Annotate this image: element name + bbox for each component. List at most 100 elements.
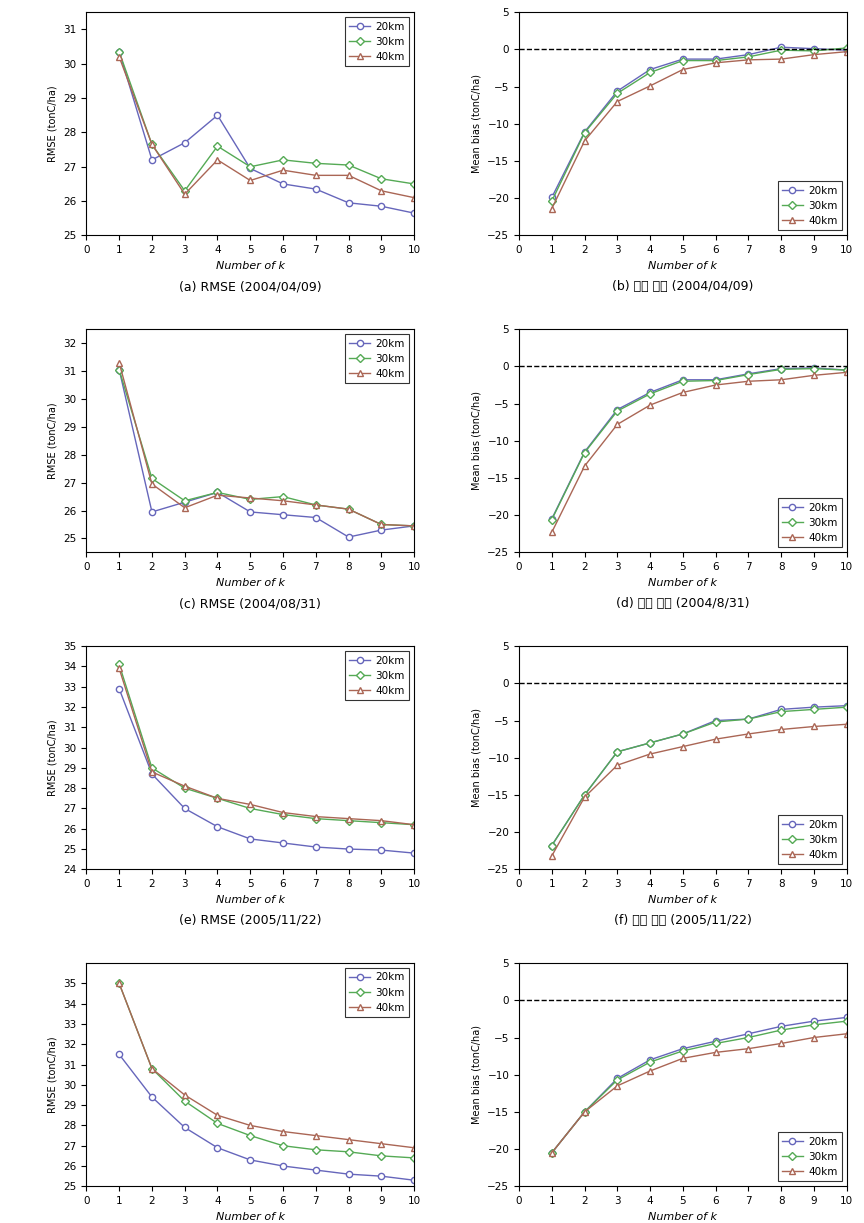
40km (809, 48, 819, 62)
40km (278, 493, 289, 508)
Legend: 20km, 30km, 40km: 20km, 30km, 40km (345, 969, 409, 1018)
30km (278, 1139, 289, 1153)
30km (114, 976, 124, 991)
20km (842, 43, 852, 57)
Line: 20km: 20km (549, 702, 850, 849)
30km (547, 512, 557, 527)
30km (245, 492, 256, 506)
20km (809, 361, 819, 375)
40km (311, 1129, 321, 1144)
30km (376, 517, 386, 532)
Line: 20km: 20km (549, 364, 850, 522)
20km (180, 1120, 190, 1135)
Legend: 20km, 30km, 40km: 20km, 30km, 40km (345, 17, 409, 66)
30km (809, 1018, 819, 1032)
20km (245, 161, 256, 176)
30km (580, 445, 590, 460)
30km (677, 374, 688, 389)
20km (776, 702, 786, 717)
20km (147, 153, 157, 168)
Text: (a) RMSE (2004/04/09): (a) RMSE (2004/04/09) (179, 280, 321, 294)
40km (776, 722, 786, 736)
20km (677, 51, 688, 66)
20km (343, 530, 353, 544)
20km (580, 125, 590, 139)
Text: (f) 평균 편의 (2005/11/22): (f) 평균 편의 (2005/11/22) (614, 914, 752, 927)
40km (376, 1136, 386, 1151)
20km (114, 362, 124, 377)
30km (743, 1030, 753, 1044)
40km (809, 719, 819, 734)
20km (245, 1152, 256, 1167)
40km (213, 153, 223, 168)
20km (147, 767, 157, 781)
20km (710, 373, 721, 388)
X-axis label: Number of k: Number of k (216, 895, 285, 905)
Y-axis label: RMSE (tonC/ha): RMSE (tonC/ha) (48, 719, 58, 796)
40km (114, 662, 124, 676)
30km (376, 1148, 386, 1163)
30km (245, 159, 256, 174)
20km (677, 373, 688, 388)
30km (147, 1062, 157, 1076)
40km (409, 1140, 419, 1155)
30km (343, 158, 353, 172)
40km (645, 747, 655, 762)
30km (809, 361, 819, 375)
40km (114, 50, 124, 65)
20km (245, 832, 256, 846)
30km (580, 788, 590, 802)
20km (743, 367, 753, 382)
40km (547, 525, 557, 539)
20km (278, 508, 289, 522)
Line: 20km: 20km (116, 1052, 417, 1184)
40km (278, 1124, 289, 1139)
30km (842, 700, 852, 714)
30km (343, 1145, 353, 1159)
Line: 20km: 20km (116, 367, 417, 541)
Text: (e) RMSE (2005/11/22): (e) RMSE (2005/11/22) (179, 914, 321, 927)
30km (547, 838, 557, 852)
30km (743, 50, 753, 65)
40km (677, 739, 688, 753)
20km (343, 196, 353, 210)
20km (547, 1146, 557, 1161)
X-axis label: Number of k: Number of k (648, 895, 717, 905)
20km (580, 445, 590, 460)
30km (147, 471, 157, 486)
40km (147, 477, 157, 492)
X-axis label: Number of k: Number of k (648, 1212, 717, 1222)
40km (842, 364, 852, 379)
X-axis label: Number of k: Number of k (216, 577, 285, 588)
40km (710, 731, 721, 746)
40km (645, 78, 655, 93)
30km (776, 1022, 786, 1037)
Line: 40km: 40km (549, 49, 850, 212)
Line: 30km: 30km (116, 49, 417, 194)
40km (776, 51, 786, 66)
40km (580, 459, 590, 473)
Y-axis label: RMSE (tonC/ha): RMSE (tonC/ha) (48, 402, 58, 479)
30km (147, 137, 157, 152)
40km (612, 94, 622, 109)
30km (311, 498, 321, 512)
20km (776, 361, 786, 375)
20km (645, 1053, 655, 1068)
40km (376, 183, 386, 198)
40km (376, 813, 386, 828)
Line: 30km: 30km (549, 704, 850, 849)
Legend: 20km, 30km, 40km: 20km, 30km, 40km (345, 652, 409, 700)
20km (809, 700, 819, 714)
20km (409, 1173, 419, 1188)
40km (213, 1108, 223, 1123)
30km (278, 489, 289, 504)
40km (842, 44, 852, 59)
30km (612, 745, 622, 759)
40km (743, 726, 753, 741)
30km (245, 1129, 256, 1144)
20km (114, 681, 124, 696)
30km (612, 1073, 622, 1087)
40km (842, 1026, 852, 1041)
Y-axis label: Mean bias (tonC/ha): Mean bias (tonC/ha) (472, 75, 482, 174)
40km (147, 137, 157, 152)
